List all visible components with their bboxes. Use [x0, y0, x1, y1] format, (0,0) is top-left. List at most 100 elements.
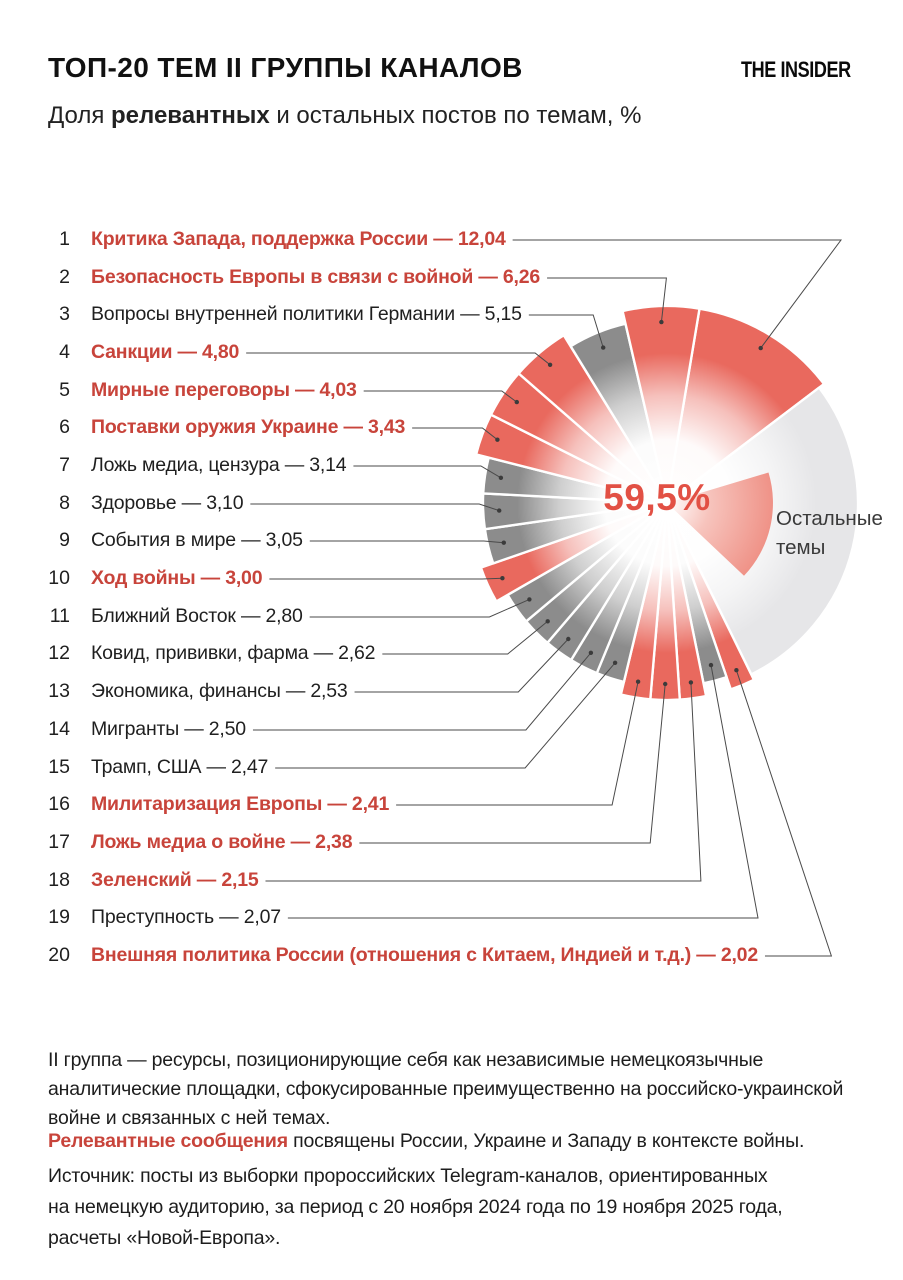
item-label-value: Ложь медиа о войне — 2,38 — [91, 831, 353, 853]
item-label-value: Ковид, прививки, фарма — 2,62 — [91, 642, 376, 664]
leader-dot-topic-7 — [498, 475, 504, 480]
group-note-line: войне и связанных с ней темах. — [48, 1107, 331, 1129]
item-label-value: События в мире — 3,05 — [91, 529, 303, 551]
source-note: Источник: посты из выборки пророссийских… — [48, 1161, 783, 1254]
topic-list-item-19: 19 Преступность — 2,07 — [40, 906, 281, 930]
leader-line-topic-5 — [363, 390, 518, 403]
item-rank: 5 — [59, 379, 70, 401]
topic-list-item-20: 20 Внешняя политика России (отношения с К… — [40, 944, 758, 968]
group-note-line: аналитические площадки, сфокусированные … — [48, 1078, 844, 1100]
leader-line-topic-14 — [252, 652, 592, 731]
leader-dot-topic-8 — [497, 508, 502, 513]
item-rank: 8 — [59, 492, 70, 514]
subtitle-prefix: Доля — [48, 102, 112, 129]
leader-dot-topic-4 — [547, 362, 553, 367]
item-rank: 16 — [48, 793, 70, 815]
leader-line-topic-20 — [735, 670, 833, 957]
item-rank: 2 — [59, 266, 70, 288]
relevant-note-rest: посвящены России, Украине и Западу в кон… — [287, 1130, 805, 1152]
item-label-value: Внешняя политика России (отношения с Кит… — [91, 944, 758, 966]
leader-line-topic-1 — [512, 239, 842, 349]
item-rank: 1 — [59, 228, 70, 250]
item-label-value: Экономика, финансы — 2,53 — [91, 680, 348, 702]
topic-list-item-17: 17 Ложь медиа о войне — 2,38 — [40, 831, 352, 855]
leader-dot-topic-6 — [495, 437, 500, 442]
item-label-value: Мигранты — 2,50 — [91, 718, 246, 740]
leader-dot-topic-2 — [659, 319, 664, 325]
leader-dot-topic-10 — [500, 576, 505, 581]
leader-dot-topic-12 — [545, 619, 550, 624]
page-title: ТОП-20 ТЕМ II ГРУППЫ КАНАЛОВ — [48, 52, 523, 83]
item-rank: 15 — [48, 756, 70, 778]
leader-line-topic-11 — [309, 598, 530, 618]
item-label-value: Безопасность Европы в связи с войной — 6… — [91, 266, 541, 288]
item-label-value: Вопросы внутренней политики Германии — 5… — [91, 303, 522, 325]
other-topics-label-line2: темы — [776, 535, 826, 559]
leader-dot-topic-5 — [514, 399, 519, 405]
item-rank: 6 — [59, 416, 70, 438]
item-label-value: Ложь медиа, цензура — 3,14 — [91, 454, 347, 476]
leader-line-topic-19 — [287, 665, 759, 919]
item-rank: 11 — [49, 605, 70, 627]
item-rank: 18 — [48, 869, 70, 891]
topic-list-item-15: 15 Трамп, США — 2,47 — [40, 756, 268, 780]
leader-line-topic-8 — [250, 503, 500, 512]
topic-list-item-12: 12 Ковид, прививки, фарма — 2,62 — [40, 642, 375, 666]
item-label-value: Преступность — 2,07 — [91, 906, 281, 928]
other-topics-label: Остальные темы — [776, 505, 883, 562]
leader-dot-topic-11 — [527, 597, 532, 602]
other-topics-label-line1: Остальные — [776, 507, 883, 530]
item-rank: 12 — [48, 642, 70, 664]
leader-dot-topic-9 — [501, 540, 506, 545]
leader-line-topic-7 — [353, 465, 502, 479]
item-label-value: Санкции — 4,80 — [91, 341, 240, 363]
leader-line-topic-6 — [412, 427, 498, 441]
leader-dot-topic-17 — [663, 681, 668, 687]
page-subtitle: Доля релевантных и остальных постов по т… — [48, 102, 641, 130]
item-rank: 20 — [48, 944, 70, 966]
topic-list-item-9: 9 События в мире — 3,05 — [40, 529, 303, 553]
item-rank: 17 — [48, 831, 70, 853]
leader-dot-topic-14 — [588, 650, 594, 655]
item-rank: 14 — [48, 718, 70, 740]
item-label-value: Здоровье — 3,10 — [91, 492, 244, 514]
leader-line-topic-18 — [265, 682, 702, 882]
leader-dot-topic-18 — [688, 680, 694, 685]
topic-list-item-5: 5 Мирные переговоры — 4,03 — [40, 379, 357, 403]
topic-list-item-2: 2 Безопасность Европы в связи с войной — … — [40, 266, 540, 290]
leader-line-topic-16 — [396, 681, 639, 806]
leader-dot-topic-16 — [635, 679, 641, 684]
leader-dot-topic-19 — [708, 662, 714, 668]
leader-dot-topic-1 — [758, 345, 763, 351]
item-label-value: Милитаризация Европы — 2,41 — [91, 793, 390, 815]
leader-line-topic-4 — [246, 352, 551, 366]
item-label-value: Ход войны — 3,00 — [91, 567, 263, 589]
item-label-value: Ближний Восток — 2,80 — [91, 605, 303, 627]
topic-list-item-1: 1 Критика Запада, поддержка России — 12,0… — [40, 228, 506, 252]
group-note: II группа — ресурсы, позиционирующие себ… — [48, 1046, 843, 1133]
item-rank: 3 — [59, 303, 70, 325]
topic-list-item-14: 14 Мигранты — 2,50 — [40, 718, 246, 742]
subtitle-highlight: релевантных — [111, 102, 270, 129]
item-label-value: Мирные переговоры — 4,03 — [91, 379, 357, 401]
group-note-line: II группа — ресурсы, позиционирующие себ… — [48, 1049, 764, 1071]
leader-line-topic-15 — [275, 662, 616, 769]
item-label-value: Зеленский — 2,15 — [91, 869, 259, 891]
item-rank: 19 — [48, 906, 70, 928]
topic-list-item-18: 18 Зеленский — 2,15 — [40, 869, 258, 893]
leader-line-topic-3 — [528, 314, 604, 348]
topic-list-item-4: 4 Санкции — 4,80 — [40, 341, 239, 365]
item-label-value: Трамп, США — 2,47 — [91, 756, 269, 778]
leader-line-topic-13 — [354, 638, 569, 693]
topic-list-item-10: 10 Ход войны — 3,00 — [40, 567, 262, 591]
leader-dot-topic-15 — [612, 660, 618, 665]
source-line: на немецкую аудиторию, за период с 20 но… — [48, 1196, 783, 1218]
source-line: Источник: посты из выборки пророссийских… — [48, 1165, 768, 1187]
item-rank: 9 — [59, 529, 70, 551]
topic-list-item-8: 8 Здоровье — 3,10 — [40, 492, 243, 516]
relevant-note-highlight: Релевантные сообщения — [48, 1130, 288, 1152]
topic-list-item-13: 13 Экономика, финансы — 2,53 — [40, 680, 348, 704]
subtitle-suffix: и остальных постов по темам, % — [269, 102, 642, 129]
topic-list-item-6: 6 Поставки оружия Украине — 3,43 — [40, 416, 405, 440]
source-line: расчеты «Новой-Европа». — [48, 1227, 281, 1249]
